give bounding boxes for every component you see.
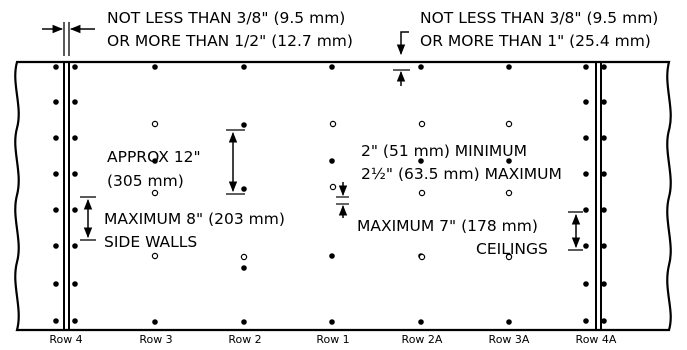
- fastener-dot: [583, 207, 589, 213]
- fastener-dots: [53, 64, 607, 325]
- alternate-fastener-dot: [151, 189, 159, 197]
- alternate-fastener-dot: [240, 253, 248, 261]
- fastener-dot: [72, 135, 78, 141]
- side-walls-line1: MAXIMUM 8" (203 mm): [104, 210, 285, 228]
- row-label-row3: Row 3: [139, 333, 172, 345]
- edge-distance-left-dimension: [42, 22, 95, 56]
- fastener-dot: [583, 135, 589, 141]
- fastener-dot: [601, 318, 607, 324]
- alternate-fastener-dot: [329, 120, 337, 128]
- edge-top-line1: NOT LESS THAN 3/8" (9.5 mm): [107, 9, 345, 27]
- ceilings-line1: MAXIMUM 7" (178 mm): [357, 217, 538, 235]
- fastener-dot: [53, 64, 59, 70]
- side-walls-dimension: [80, 196, 96, 241]
- row-label-row3a: Row 3A: [489, 333, 530, 345]
- fastener-dot: [329, 319, 335, 325]
- fastener-dot: [53, 281, 59, 287]
- fastener-dot: [72, 243, 78, 249]
- approx-line2: (305 mm): [107, 172, 184, 190]
- edge-right-line2: OR MORE THAN 1" (25.4 mm): [420, 32, 651, 50]
- offset-dimension: [336, 182, 349, 218]
- fastener-dot: [583, 64, 589, 70]
- fastener-dot: [241, 122, 247, 128]
- ceilings-line2: CEILINGS: [476, 240, 548, 258]
- fastener-dot: [72, 207, 78, 213]
- fastener-dot: [241, 265, 247, 271]
- fastener-dot: [241, 64, 247, 70]
- fastener-dot: [53, 243, 59, 249]
- fastener-dot: [583, 99, 589, 105]
- fastener-dot: [53, 171, 59, 177]
- fastener-dot: [506, 64, 512, 70]
- fastener-dot: [601, 207, 607, 213]
- fastener-dot: [506, 319, 512, 325]
- row-label-row4a: Row 4A: [576, 333, 617, 345]
- fastener-dot: [601, 135, 607, 141]
- fastener-dot: [329, 253, 335, 259]
- fastener-dot: [583, 281, 589, 287]
- board-panel: [14, 60, 672, 332]
- fastener-dot: [583, 243, 589, 249]
- fastener-dot: [241, 186, 247, 192]
- alternate-fastener-dot: [505, 253, 513, 261]
- offset-line1: 2" (51 mm) MINIMUM: [361, 142, 527, 160]
- fastener-dot: [152, 64, 158, 70]
- alternate-fastener-dot: [329, 183, 337, 191]
- edge-distance-top-dimension: [393, 31, 410, 86]
- fastener-dot: [72, 99, 78, 105]
- alternate-fastener-dot: [505, 120, 513, 128]
- edge-top-line2: OR MORE THAN 1/2" (12.7 mm): [107, 32, 353, 50]
- approx-line1: APPROX 12": [107, 148, 201, 166]
- fastener-dot: [53, 318, 59, 324]
- side-walls-line2: SIDE WALLS: [104, 233, 197, 251]
- fastener-dot: [152, 158, 158, 164]
- alternate-fastener-dot: [418, 253, 426, 261]
- fastener-dot: [583, 171, 589, 177]
- row-label-row1: Row 1: [316, 333, 349, 345]
- fastener-dot: [53, 207, 59, 213]
- fastener-dot: [601, 281, 607, 287]
- fastener-dot: [601, 243, 607, 249]
- fastener-dot: [601, 99, 607, 105]
- fastener-dot: [418, 64, 424, 70]
- row-label-row2: Row 2: [228, 333, 261, 345]
- alternate-fastener-dot: [151, 252, 159, 260]
- fastener-dot: [329, 64, 335, 70]
- offset-line2: 2½" (63.5 mm) MAXIMUM: [361, 165, 562, 183]
- fastener-dot: [241, 319, 247, 325]
- fastener-dot: [53, 99, 59, 105]
- fastener-dot: [583, 318, 589, 324]
- fastener-dot: [418, 158, 424, 164]
- fastener-dot: [506, 158, 512, 164]
- ceilings-dimension: [568, 211, 583, 251]
- fastener-dot: [418, 319, 424, 325]
- fastener-dot: [329, 158, 335, 164]
- fastener-dot: [152, 319, 158, 325]
- row-label-row4: Row 4: [49, 333, 82, 345]
- approx-spacing-dimension: [226, 129, 245, 195]
- fastener-dot: [72, 318, 78, 324]
- fastener-dot: [72, 64, 78, 70]
- fastener-dot: [72, 281, 78, 287]
- fastener-dot: [601, 171, 607, 177]
- alternate-fastener-dot: [151, 120, 159, 128]
- alternate-fastener-dot: [418, 120, 426, 128]
- alternate-fastener-dot: [418, 189, 426, 197]
- row-label-row2a: Row 2A: [402, 333, 443, 345]
- edge-right-line1: NOT LESS THAN 3/8" (9.5 mm): [420, 9, 658, 27]
- fastener-dot: [601, 64, 607, 70]
- alternate-fastener-dot: [505, 189, 513, 197]
- fastener-dot: [53, 135, 59, 141]
- board-outline: [14, 60, 672, 332]
- fastener-dot: [72, 171, 78, 177]
